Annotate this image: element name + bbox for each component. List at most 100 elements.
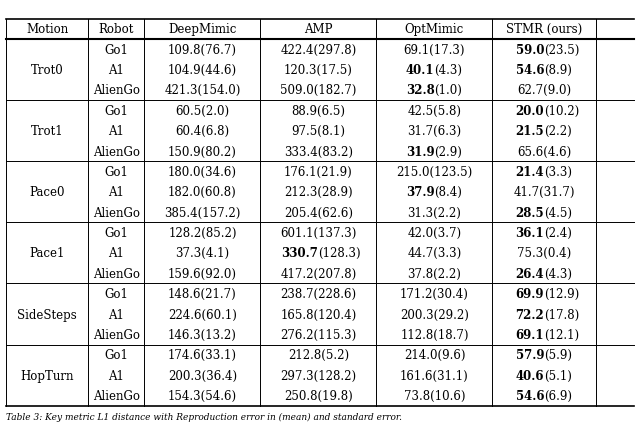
Text: (23.5): (23.5) bbox=[544, 43, 580, 56]
Text: 40.6: 40.6 bbox=[516, 369, 544, 382]
Text: 174.6(33.1): 174.6(33.1) bbox=[168, 349, 237, 362]
Text: 417.2(207.8): 417.2(207.8) bbox=[280, 267, 356, 280]
Text: (6.9): (6.9) bbox=[544, 389, 572, 402]
Text: 212.3(28.9): 212.3(28.9) bbox=[284, 186, 353, 199]
Text: 37.8(2.2): 37.8(2.2) bbox=[408, 267, 461, 280]
Text: (8.4): (8.4) bbox=[435, 186, 462, 199]
Text: 297.3(128.2): 297.3(128.2) bbox=[280, 369, 356, 382]
Text: SideSteps: SideSteps bbox=[17, 308, 77, 321]
Text: 421.3(154.0): 421.3(154.0) bbox=[164, 84, 241, 97]
Text: (4.3): (4.3) bbox=[435, 64, 463, 77]
Text: 75.3(0.4): 75.3(0.4) bbox=[517, 247, 572, 260]
Text: 180.0(34.6): 180.0(34.6) bbox=[168, 165, 237, 178]
Text: Go1: Go1 bbox=[104, 287, 128, 300]
Text: 200.3(29.2): 200.3(29.2) bbox=[400, 308, 469, 321]
Text: A1: A1 bbox=[108, 369, 124, 382]
Text: 159.6(92.0): 159.6(92.0) bbox=[168, 267, 237, 280]
Text: Table 3: Key metric L1 distance with Reproduction error in (mean) and standard e: Table 3: Key metric L1 distance with Rep… bbox=[6, 412, 403, 421]
Text: 41.7(31.7): 41.7(31.7) bbox=[513, 186, 575, 199]
Text: 176.1(21.9): 176.1(21.9) bbox=[284, 165, 353, 178]
Text: Go1: Go1 bbox=[104, 165, 128, 178]
Text: 171.2(30.4): 171.2(30.4) bbox=[400, 287, 469, 300]
Text: Trot0: Trot0 bbox=[31, 64, 63, 77]
Text: 31.3(2.2): 31.3(2.2) bbox=[408, 206, 461, 219]
Text: (128.3): (128.3) bbox=[319, 247, 361, 260]
Text: 601.1(137.3): 601.1(137.3) bbox=[280, 227, 356, 240]
Text: HopTurn: HopTurn bbox=[20, 369, 74, 382]
Text: 32.8: 32.8 bbox=[406, 84, 435, 97]
Text: 182.0(60.8): 182.0(60.8) bbox=[168, 186, 237, 199]
Text: 28.5: 28.5 bbox=[516, 206, 544, 219]
Text: 42.0(3.7): 42.0(3.7) bbox=[408, 227, 461, 240]
Text: 509.0(182.7): 509.0(182.7) bbox=[280, 84, 356, 97]
Text: 37.3(4.1): 37.3(4.1) bbox=[175, 247, 230, 260]
Text: 60.4(6.8): 60.4(6.8) bbox=[175, 125, 230, 138]
Text: (4.3): (4.3) bbox=[544, 267, 572, 280]
Text: 69.1(17.3): 69.1(17.3) bbox=[404, 43, 465, 56]
Text: Motion: Motion bbox=[26, 23, 68, 36]
Text: 385.4(157.2): 385.4(157.2) bbox=[164, 206, 241, 219]
Text: 73.8(10.6): 73.8(10.6) bbox=[404, 389, 465, 402]
Text: (2.2): (2.2) bbox=[544, 125, 572, 138]
Text: AlienGo: AlienGo bbox=[93, 389, 140, 402]
Text: A1: A1 bbox=[108, 125, 124, 138]
Text: (2.9): (2.9) bbox=[435, 145, 462, 158]
Text: 44.7(3.3): 44.7(3.3) bbox=[407, 247, 461, 260]
Text: (3.3): (3.3) bbox=[544, 165, 572, 178]
Text: AlienGo: AlienGo bbox=[93, 206, 140, 219]
Text: (12.1): (12.1) bbox=[544, 328, 579, 341]
Text: 104.9(44.6): 104.9(44.6) bbox=[168, 64, 237, 77]
Text: 97.5(8.1): 97.5(8.1) bbox=[291, 125, 346, 138]
Text: A1: A1 bbox=[108, 186, 124, 199]
Text: A1: A1 bbox=[108, 64, 124, 77]
Text: 109.8(76.7): 109.8(76.7) bbox=[168, 43, 237, 56]
Text: Pace0: Pace0 bbox=[29, 186, 65, 199]
Text: AlienGo: AlienGo bbox=[93, 84, 140, 97]
Text: 422.4(297.8): 422.4(297.8) bbox=[280, 43, 356, 56]
Text: 69.1: 69.1 bbox=[516, 328, 544, 341]
Text: 26.4: 26.4 bbox=[516, 267, 544, 280]
Text: 21.5: 21.5 bbox=[516, 125, 544, 138]
Text: 330.7: 330.7 bbox=[282, 247, 319, 260]
Text: AMP: AMP bbox=[304, 23, 333, 36]
Text: (5.1): (5.1) bbox=[544, 369, 572, 382]
Text: (12.9): (12.9) bbox=[544, 287, 579, 300]
Text: Go1: Go1 bbox=[104, 349, 128, 362]
Text: 21.4: 21.4 bbox=[516, 165, 544, 178]
Text: 238.7(228.6): 238.7(228.6) bbox=[280, 287, 356, 300]
Text: 36.1: 36.1 bbox=[516, 227, 544, 240]
Text: 62.7(9.0): 62.7(9.0) bbox=[517, 84, 572, 97]
Text: (8.9): (8.9) bbox=[544, 64, 572, 77]
Text: OptMimic: OptMimic bbox=[405, 23, 464, 36]
Text: (1.0): (1.0) bbox=[435, 84, 462, 97]
Text: 42.5(5.8): 42.5(5.8) bbox=[408, 105, 461, 118]
Text: 276.2(115.3): 276.2(115.3) bbox=[280, 328, 356, 341]
Text: Go1: Go1 bbox=[104, 43, 128, 56]
Text: 205.4(62.6): 205.4(62.6) bbox=[284, 206, 353, 219]
Text: 72.2: 72.2 bbox=[515, 308, 544, 321]
Text: Go1: Go1 bbox=[104, 105, 128, 118]
Text: 215.0(123.5): 215.0(123.5) bbox=[396, 165, 472, 178]
Text: 214.0(9.6): 214.0(9.6) bbox=[404, 349, 465, 362]
Text: 154.3(54.6): 154.3(54.6) bbox=[168, 389, 237, 402]
Text: 54.6: 54.6 bbox=[516, 64, 544, 77]
Text: 250.8(19.8): 250.8(19.8) bbox=[284, 389, 353, 402]
Text: 165.8(120.4): 165.8(120.4) bbox=[280, 308, 356, 321]
Text: A1: A1 bbox=[108, 308, 124, 321]
Text: 200.3(36.4): 200.3(36.4) bbox=[168, 369, 237, 382]
Text: 54.6: 54.6 bbox=[516, 389, 544, 402]
Text: 88.9(6.5): 88.9(6.5) bbox=[291, 105, 346, 118]
Text: STMR (ours): STMR (ours) bbox=[506, 23, 582, 36]
Text: Go1: Go1 bbox=[104, 227, 128, 240]
Text: AlienGo: AlienGo bbox=[93, 145, 140, 158]
Text: AlienGo: AlienGo bbox=[93, 267, 140, 280]
Text: 40.1: 40.1 bbox=[406, 64, 435, 77]
Text: 333.4(83.2): 333.4(83.2) bbox=[284, 145, 353, 158]
Text: (17.8): (17.8) bbox=[544, 308, 579, 321]
Text: Robot: Robot bbox=[99, 23, 134, 36]
Text: 37.9: 37.9 bbox=[406, 186, 435, 199]
Text: 224.6(60.1): 224.6(60.1) bbox=[168, 308, 237, 321]
Text: 31.7(6.3): 31.7(6.3) bbox=[408, 125, 461, 138]
Text: DeepMimic: DeepMimic bbox=[168, 23, 237, 36]
Text: 57.9: 57.9 bbox=[516, 349, 544, 362]
